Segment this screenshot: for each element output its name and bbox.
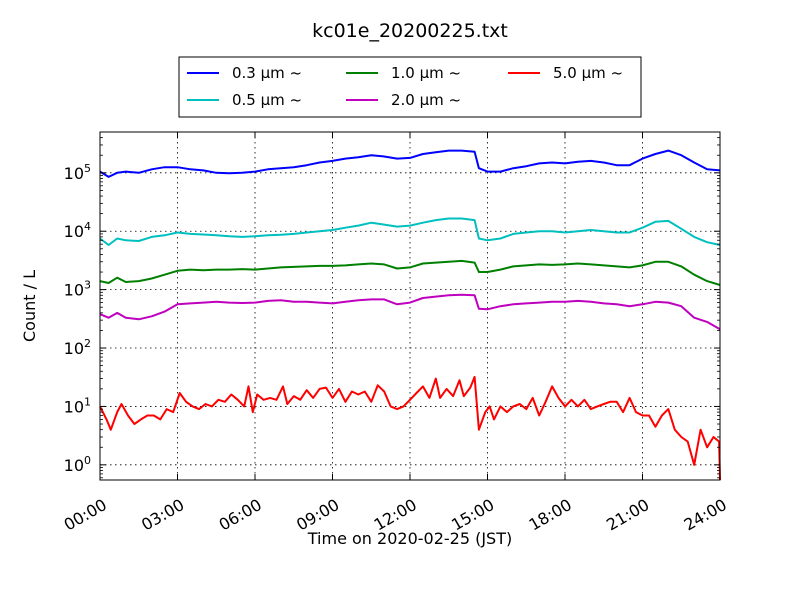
y-tick-label: 102 [64, 337, 91, 358]
series-line-5 [99, 375, 721, 481]
y-tick-label: 104 [64, 220, 91, 241]
x-tick-label: 18:00 [526, 495, 575, 535]
legend-entry-5: 5.0 μm ~ [553, 64, 623, 82]
legend-entry-2: 0.5 μm ~ [232, 91, 302, 109]
x-tick-label: 21:00 [603, 495, 652, 535]
x-tick-label: 06:00 [216, 495, 265, 535]
x-tick-label: 03:00 [138, 495, 187, 535]
y-axis-ticks: 100 101 102 103 104 105 [64, 131, 720, 479]
series-line-2 [99, 217, 721, 246]
x-axis-ticks: 00:00 03:00 06:00 09:00 12:00 15:00 18:00 21:00… [61, 132, 730, 535]
grid [100, 132, 720, 480]
y-tick-label: 100 [64, 454, 91, 475]
series-line-3 [99, 259, 721, 286]
x-tick-label: 00:00 [61, 495, 110, 535]
series-layer [99, 149, 721, 481]
series-line-4 [99, 293, 721, 331]
chart-title: kc01e_20200225.txt [312, 20, 508, 42]
y-tick-label: 105 [64, 162, 91, 183]
series-line-1 [99, 149, 721, 178]
legend-entry-3: 1.0 μm ~ [391, 64, 461, 82]
y-tick-label: 101 [64, 395, 91, 416]
y-tick-label: 103 [64, 279, 91, 300]
legend-entry-4: 2.0 μm ~ [391, 91, 461, 109]
legend-box [178, 56, 642, 118]
x-tick-label: 24:00 [681, 495, 730, 535]
legend-entry-1: 0.3 μm ~ [232, 64, 302, 82]
legend: 0.3 μm ~ 0.5 μm ~ 1.0 μm ~ 2.0 μm ~ 5.0 μm ~ [178, 56, 642, 118]
y-axis-label: Count / L [20, 270, 39, 342]
x-axis-label: Time on 2020-02-25 (JST) [307, 529, 512, 548]
